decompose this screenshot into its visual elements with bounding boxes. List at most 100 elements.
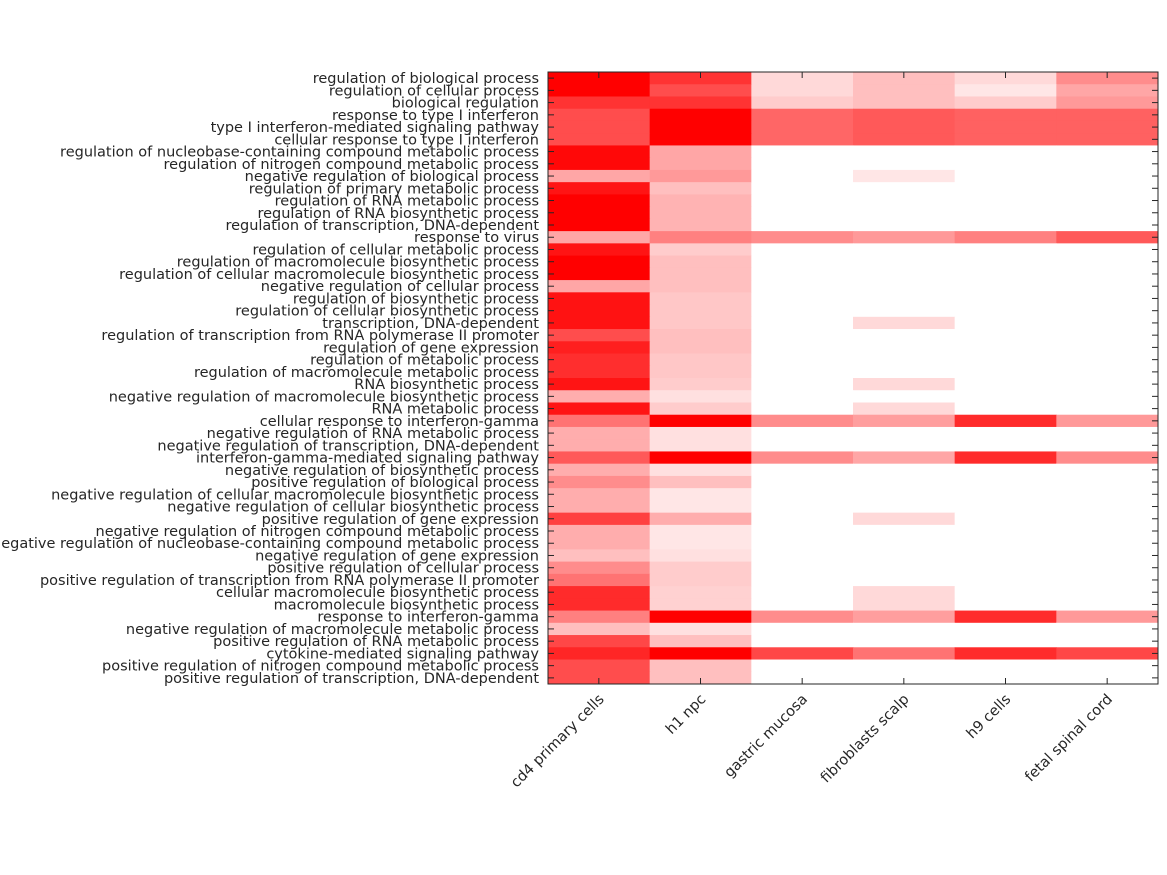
heatmap-cell [853, 635, 956, 648]
heatmap-cell [1056, 231, 1159, 244]
heatmap-cell [751, 610, 854, 624]
heatmap-cell [548, 267, 651, 281]
heatmap-cell [1056, 329, 1159, 342]
y-tick-label: positive regulation of gene expression [262, 512, 539, 528]
y-tick-label: regulation of nucleobase-containing comp… [60, 145, 539, 161]
heatmap-cell [954, 304, 1057, 318]
heatmap-cell [1056, 488, 1159, 501]
heatmap-cells [548, 72, 1159, 685]
heatmap-cell [853, 243, 956, 257]
heatmap-cell [751, 243, 854, 257]
heatmap-cell [1056, 72, 1159, 85]
heatmap-cell [1056, 586, 1159, 599]
heatmap-cell [853, 316, 956, 330]
heatmap-cell [954, 500, 1057, 514]
axis-ticks [548, 72, 1158, 684]
heatmap-cell [548, 329, 651, 342]
heatmap-cell [548, 524, 651, 538]
heatmap-cell [853, 598, 956, 612]
heatmap-cell [751, 218, 854, 232]
heatmap-cell [649, 292, 752, 306]
heatmap-cell [954, 451, 1057, 465]
heatmap-cell [954, 231, 1057, 244]
heatmap-cell [853, 84, 956, 97]
heatmap-cell [649, 145, 752, 159]
heatmap-cell [649, 598, 752, 612]
y-tick-label: positive regulation of RNA metabolic pro… [213, 634, 539, 650]
y-tick-label: regulation of primary metabolic process [249, 181, 539, 197]
y-tick-label: regulation of cellular biosynthetic proc… [235, 304, 539, 320]
heatmap-cell [548, 194, 651, 208]
y-tick-label: interferon-gamma-mediated signaling path… [196, 451, 539, 467]
heatmap-cell [649, 488, 752, 501]
heatmap-cell [853, 414, 956, 428]
heatmap-cell [649, 549, 752, 563]
heatmap-cell [751, 488, 854, 501]
heatmap-cell [751, 549, 854, 563]
heatmap-cell [1056, 561, 1159, 575]
heatmap-cell [751, 280, 854, 293]
heatmap-cell [548, 561, 651, 575]
heatmap-cell [853, 182, 956, 195]
heatmap-cell [751, 500, 854, 514]
heatmap-cell [548, 414, 651, 428]
heatmap-cell [649, 647, 752, 661]
y-tick-label: negative regulation of nucleobase-contai… [0, 536, 539, 552]
heatmap-cell [1056, 96, 1159, 110]
heatmap-cell [853, 218, 956, 232]
heatmap-cell [649, 169, 752, 183]
y-tick-label: response to virus [414, 230, 539, 246]
heatmap-cell [1056, 84, 1159, 97]
heatmap-cell [548, 365, 651, 379]
heatmap-cell [954, 573, 1057, 587]
y-tick-label: regulation of metabolic process [310, 353, 539, 369]
heatmap-cell [751, 96, 854, 110]
heatmap-cell [548, 145, 651, 159]
heatmap-cell [548, 659, 651, 673]
y-tick-label: cellular response to type I interferon [274, 132, 539, 148]
heatmap-cell [954, 622, 1057, 636]
heatmap-cell [954, 426, 1057, 440]
heatmap-cell [853, 561, 956, 575]
heatmap-cell [649, 353, 752, 367]
heatmap-cell [853, 145, 956, 159]
heatmap-cell [751, 169, 854, 183]
heatmap-cell [954, 96, 1057, 110]
heatmap-cell [548, 573, 651, 587]
heatmap-cell [954, 610, 1057, 624]
heatmap-cell [954, 157, 1057, 171]
x-tick-labels: cd4 primary cells h1 npc gastric mucosa fib… [508, 691, 1116, 791]
heatmap-cell [853, 439, 956, 452]
y-tick-label: regulation of transcription, DNA-depende… [225, 218, 539, 234]
heatmap-cell [751, 120, 854, 134]
heatmap-cell [649, 439, 752, 452]
heatmap-cell [1056, 500, 1159, 514]
heatmap-cell [1056, 145, 1159, 159]
heatmap-cell [1056, 524, 1159, 538]
heatmap-cell [853, 537, 956, 550]
heatmap-cell [548, 353, 651, 367]
heatmap-cell [649, 622, 752, 636]
heatmap-cell [548, 341, 651, 355]
heatmap-cell [1056, 280, 1159, 293]
heatmap-cell [751, 329, 854, 342]
heatmap-cell [954, 218, 1057, 232]
heatmap-cell [954, 243, 1057, 257]
heatmap-cell [1056, 451, 1159, 465]
heatmap-cell [548, 378, 651, 391]
heatmap-cell [751, 267, 854, 281]
heatmap-cell [649, 537, 752, 550]
heatmap-cell [954, 108, 1057, 122]
heatmap-cell [548, 549, 651, 563]
heatmap-cell [1056, 157, 1159, 171]
heatmap-cell [649, 133, 752, 146]
heatmap-cell [548, 537, 651, 550]
y-tick-label: response to interferon-gamma [317, 610, 539, 626]
plot-frame [547, 71, 1159, 685]
heatmap-cell [649, 635, 752, 648]
heatmap-cell [1056, 133, 1159, 146]
heatmap-cell [1056, 316, 1159, 330]
y-tick-label: positive regulation of nitrogen compound… [102, 659, 539, 675]
heatmap-cell [751, 475, 854, 489]
heatmap-cell [1056, 365, 1159, 379]
